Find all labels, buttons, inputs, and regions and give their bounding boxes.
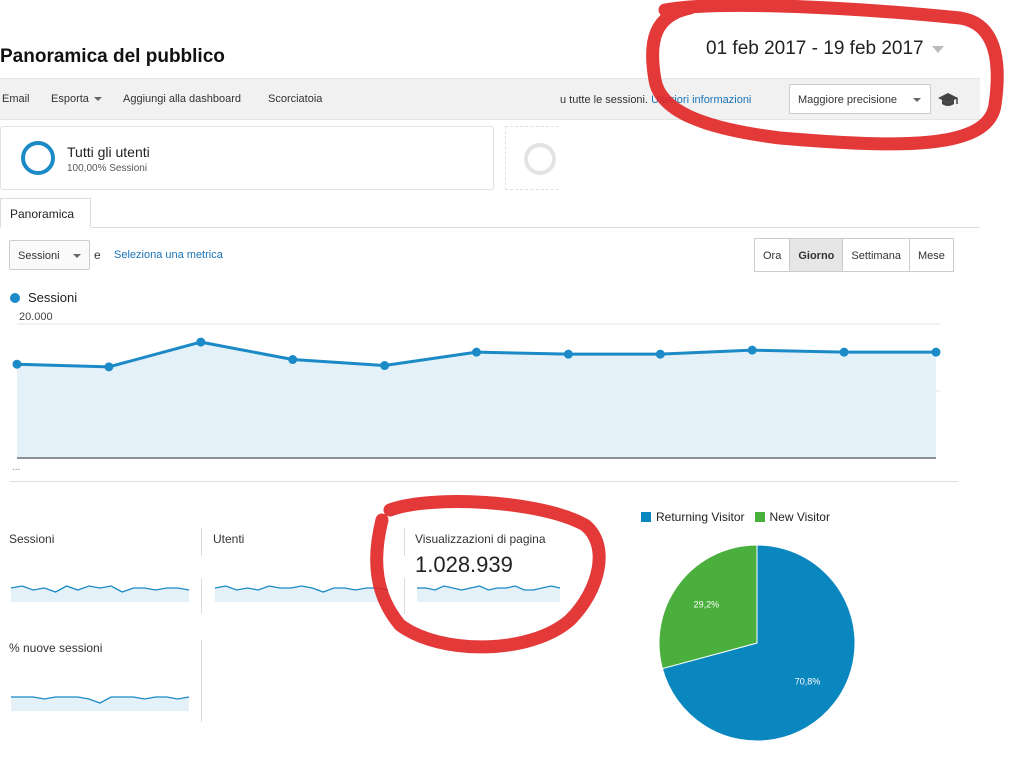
legend-swatch (754, 512, 765, 522)
kpi-separator (201, 640, 202, 722)
granularity-week-button[interactable]: Settimana (842, 238, 910, 272)
pie-slice-label: 29,2% (694, 599, 720, 609)
data-point (380, 361, 390, 371)
kpi-label: % nuove sessioni (9, 641, 103, 655)
metric-conjunction: e (94, 248, 101, 262)
series-area (17, 342, 936, 458)
export-button[interactable]: Esporta (51, 93, 102, 105)
kpi-new-sessions: % nuove sessioni (9, 641, 102, 655)
pie-slice (661, 544, 856, 742)
legend-returning: Returning Visitor (641, 510, 745, 524)
visitor-type-pie-chart: 70,8% 29,2% (658, 544, 856, 742)
kpi-sparkline (214, 585, 389, 602)
kpi-separator (404, 528, 405, 556)
data-point (472, 347, 481, 357)
annotation-circle-date-range (646, 0, 1004, 151)
chevron-down-icon (73, 254, 81, 258)
segment-name: Tutti gli utenti (67, 144, 150, 160)
segment-percentage: 100,00% Sessioni (67, 163, 148, 174)
sparkline-area (11, 586, 189, 602)
y-tick-label: 20.000 (19, 311, 53, 323)
legend-new: New Visitor (754, 510, 830, 524)
series-legend-dot (10, 293, 20, 303)
sparkline-line (11, 696, 190, 704)
pie-slice (658, 544, 758, 670)
kpi-users: Utenti (213, 532, 244, 546)
tab-overview[interactable]: Panoramica (0, 198, 91, 228)
x-axis-ellipsis: ... (12, 462, 21, 473)
granularity-hour-button[interactable]: Ora (754, 238, 791, 272)
kpi-separator (201, 578, 202, 614)
kpi-label: Sessioni (9, 532, 55, 546)
pie-legend: Returning Visitor New Visitor (641, 510, 830, 524)
data-point (288, 355, 298, 365)
date-range-selector[interactable]: 01 feb 2017 - 19 feb 2017 (706, 38, 944, 60)
kpi-separator (404, 578, 405, 614)
segment-ring-icon (21, 141, 55, 175)
data-point (747, 345, 757, 355)
kpi-sparkline (11, 696, 190, 711)
chevron-down-icon (93, 97, 102, 101)
pie-slice-label: 70,8% (795, 677, 821, 687)
report-toolbar: Email Esporta Aggiungi alla dashboard Sc… (0, 78, 980, 120)
granularity-day-button[interactable]: Giorno (789, 238, 844, 272)
shortcut-button[interactable]: Scorciatoia (268, 93, 323, 105)
series-legend-label: Sessioni (28, 290, 78, 305)
data-point (196, 337, 206, 347)
metric-select[interactable]: Sessioni (9, 240, 90, 270)
kpi-label: Visualizzazioni di pagina (415, 532, 546, 546)
kpi-label: Utenti (213, 532, 245, 546)
sparkline-line (214, 585, 389, 593)
data-point (655, 349, 665, 359)
chevron-down-icon (913, 98, 921, 102)
granularity-toggle: Ora Giorno Settimana Mese (754, 238, 954, 272)
segment-all-users[interactable]: Tutti gli utenti 100,00% Sessioni (0, 126, 494, 190)
sparkline-line (10, 585, 190, 593)
date-range-label: 01 feb 2017 - 19 feb 2017 (706, 38, 924, 59)
precision-dropdown[interactable]: Maggiore precisione (789, 84, 931, 114)
kpi-value: 1.028.939 (415, 552, 513, 577)
data-point (104, 362, 114, 372)
section-divider (10, 481, 958, 482)
data-point (931, 347, 941, 357)
email-button[interactable]: Email (2, 93, 30, 105)
sampling-notice: u tutte le sessioni. Ulteriori informazi… (560, 94, 752, 106)
granularity-month-button[interactable]: Mese (908, 238, 954, 272)
select-metric-link[interactable]: Seleziona una metrica (114, 249, 223, 261)
empty-segment-ring-icon (524, 143, 556, 175)
kpi-sparkline (10, 585, 190, 602)
add-segment-slot[interactable] (505, 126, 559, 190)
page-title: Panoramica del pubblico (0, 46, 225, 67)
data-point (563, 349, 573, 359)
kpi-sessions: Sessioni (9, 532, 54, 546)
kpi-separator (201, 528, 202, 556)
kpi-pageviews: Visualizzazioni di pagina 1.028.939 (415, 532, 546, 578)
more-info-link[interactable]: Ulteriori informazioni (651, 94, 752, 106)
chevron-down-icon (931, 45, 944, 53)
tab-bar (0, 227, 980, 228)
legend-swatch (641, 512, 651, 522)
sessions-line-chart: 20.00010.000 (12, 311, 941, 459)
kpi-sparkline (417, 585, 561, 602)
data-point (839, 347, 849, 357)
data-point (12, 359, 22, 369)
add-to-dashboard-button[interactable]: Aggiungi alla dashboard (123, 93, 242, 105)
graduation-cap-icon[interactable] (937, 92, 959, 108)
sparkline-area (11, 697, 189, 711)
